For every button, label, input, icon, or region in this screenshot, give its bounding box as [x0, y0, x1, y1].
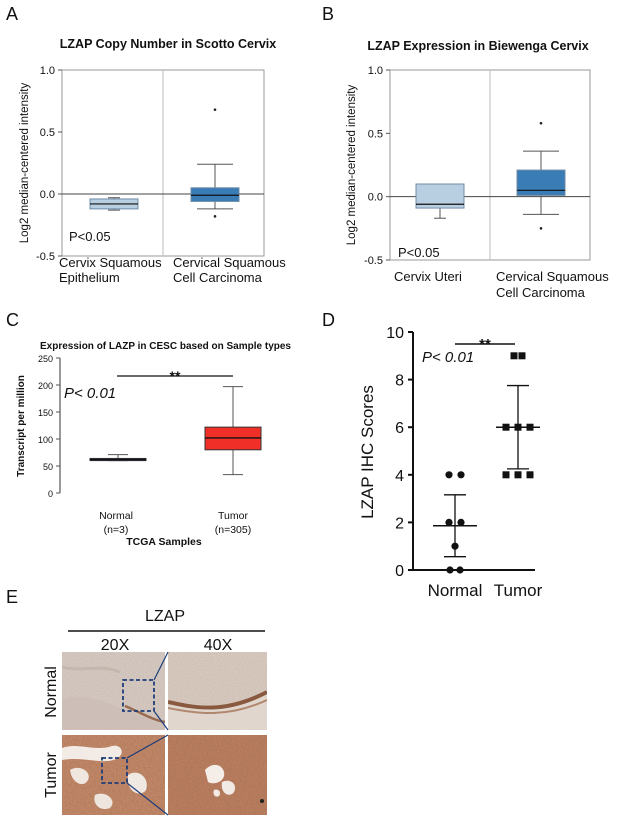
y-tick-label: 6: [395, 420, 404, 437]
category-label: Normal: [428, 581, 483, 600]
panel-e: E LZAP 20X 40X Normal Tumor: [6, 587, 267, 816]
inset-box-tumor: [101, 757, 128, 784]
category-label: Epithelium: [59, 270, 120, 285]
y-tick-label: -0.5: [36, 251, 55, 263]
category-label: (n=3): [104, 524, 129, 536]
outlier-point: [539, 227, 543, 230]
data-point: [445, 518, 453, 527]
inset-box-normal: [122, 679, 155, 712]
chart-c-xlabel: TCGA Samples: [126, 536, 202, 548]
category-label: Cervix Uteri: [394, 269, 462, 284]
data-point: [526, 423, 534, 431]
panel-letter-a: A: [6, 4, 18, 24]
data-point: [502, 423, 510, 431]
y-tick-label: 0: [395, 563, 404, 580]
category-label: Tumor: [218, 510, 248, 522]
chart-b-ylabel: Log2 median-centered intensity: [346, 85, 358, 246]
outlier-point: [539, 121, 543, 125]
category-label: Cervical Squamous: [173, 255, 286, 270]
y-tick-label: 50: [43, 462, 53, 472]
chart-a-title: LZAP Copy Number in Scotto Cervix: [60, 37, 277, 51]
panel-letter-b: B: [322, 4, 334, 24]
micrograph-normal-40x: [168, 652, 267, 730]
panel-e-col-20x: 20X: [101, 637, 130, 654]
chart-c-significance: **: [170, 368, 181, 384]
y-tick-label: 1.0: [368, 65, 383, 77]
y-tick-label: 0.0: [40, 189, 55, 201]
panel-e-row-tumor: Tumor: [43, 752, 60, 798]
category-label: Tumor: [494, 581, 543, 600]
chart-d-significance: **: [479, 336, 491, 353]
y-tick-label: 250: [38, 354, 53, 364]
chart-d-ylabel: LZAP IHC Scores: [358, 385, 377, 519]
outlier-point: [213, 108, 217, 111]
box: [516, 169, 566, 196]
panel-b: B LZAP Expression in Biewenga Cervix 1.0…: [322, 4, 609, 300]
category-label: Cell Carcinoma: [496, 285, 586, 300]
micrograph-tumor-40x: [168, 735, 267, 815]
category-label: Normal: [99, 510, 133, 522]
zoom-line-normal-bottom: [153, 710, 169, 731]
data-point: [526, 471, 534, 479]
y-tick-label: 4: [395, 468, 404, 485]
y-tick-label: 8: [395, 373, 404, 390]
y-tick-label: 10: [386, 325, 404, 342]
box: [190, 187, 240, 202]
chart-a-ylabel: Log2 median-centered intensity: [19, 83, 31, 244]
chart-b-annotation: P<0.05: [398, 245, 440, 260]
data-point: [518, 352, 526, 360]
panel-e-row-normal: Normal: [43, 666, 60, 718]
chart-b-plot: 1.0 0.5 0.0 -0.5 Cervix Uteri Cervical Squamo…: [364, 65, 609, 300]
data-point: [456, 566, 464, 574]
zoom-line-tumor-bottom: [126, 782, 169, 816]
panel-letter-e: E: [6, 587, 18, 607]
panel-c: C Expression of LAZP in CESC based on Sa…: [6, 310, 291, 548]
chart-c-ylabel: Transcript per million: [16, 375, 27, 477]
category-label: Cervical Squamous: [496, 269, 609, 284]
y-tick-label: -0.5: [364, 255, 383, 267]
data-point: [445, 471, 453, 479]
chart-d-plot: 10 8 6 4 2 0 Normal Tumor: [386, 325, 542, 600]
category-label: Cell Carcinoma: [173, 270, 263, 285]
y-tick-label: 200: [38, 381, 53, 391]
panel-letter-d: D: [322, 310, 335, 330]
micrograph-normal-20x: [62, 652, 165, 730]
data-point: [457, 471, 465, 479]
chart-c-title: Expression of LAZP in CESC based on Samp…: [40, 341, 291, 352]
panel-a: A LZAP Copy Number in Scotto Cervix 1.0 0…: [6, 4, 286, 285]
chart-b-title: LZAP Expression in Biewenga Cervix: [367, 39, 588, 53]
panel-d: D 10 8 6 4 2 0 Normal Tumor LZAP IHC Scores P< …: [322, 310, 543, 600]
data-point: [502, 471, 510, 479]
y-tick-label: 0.5: [40, 127, 55, 139]
y-tick-label: 2: [395, 515, 404, 532]
y-tick-label: 0.0: [368, 192, 383, 204]
zoom-line-tumor-top: [126, 734, 169, 759]
panel-e-col-40x: 40X: [204, 637, 233, 654]
data-point: [451, 542, 459, 550]
category-label: Cervix Squamous: [59, 255, 162, 270]
chart-a-annotation: P<0.05: [69, 229, 111, 244]
data-point: [457, 518, 465, 527]
chart-c-annotation: P< 0.01: [64, 385, 116, 402]
y-tick-label: 0.5: [368, 128, 383, 140]
panel-letter-c: C: [6, 310, 19, 330]
panel-e-title: LZAP: [145, 608, 185, 625]
data-point: [514, 423, 522, 431]
category-label: (n=305): [215, 524, 251, 536]
y-tick-label: 0: [48, 489, 53, 499]
outlier-point: [213, 215, 217, 218]
micrograph-tumor-20x: [62, 735, 165, 815]
data-point: [514, 471, 522, 479]
zoom-line-normal-top: [153, 651, 169, 681]
y-tick-label: 150: [38, 408, 53, 418]
data-point: [446, 566, 454, 574]
y-tick-label: 1.0: [40, 65, 55, 77]
y-tick-label: 100: [38, 435, 53, 445]
data-point: [510, 352, 518, 360]
chart-c-plot: 250 200 150 100 50 0 Normal (n=3) Tumor (n=305): [38, 354, 262, 536]
chart-d-annotation: P< 0.01: [422, 349, 474, 366]
